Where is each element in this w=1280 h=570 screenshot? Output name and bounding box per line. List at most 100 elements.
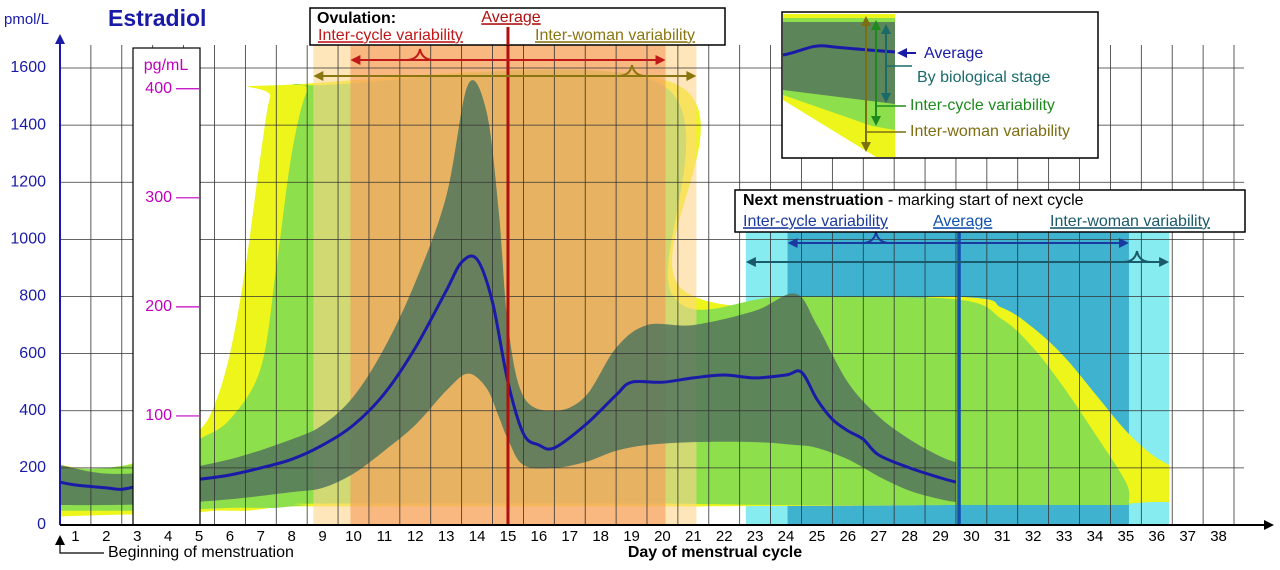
ovulation-box bbox=[309, 7, 726, 46]
x-tick-label: 25 bbox=[809, 528, 826, 545]
ovulation-inter-cycle-label: Inter-cycle variability bbox=[318, 27, 463, 44]
y-tick-label: 1400 bbox=[10, 116, 46, 133]
x-tick-label: 24 bbox=[778, 528, 795, 545]
x-tick-label: 18 bbox=[592, 528, 609, 545]
chart-title: Estradiol bbox=[108, 5, 206, 31]
variability-band bbox=[60, 80, 956, 506]
x-tick-label: 4 bbox=[164, 528, 172, 545]
average-line bbox=[59, 254, 957, 491]
arrow-head bbox=[861, 142, 871, 152]
x-tick-label: 13 bbox=[438, 528, 455, 545]
x-tick-label: 14 bbox=[469, 528, 486, 545]
menstruation-box bbox=[734, 189, 1246, 233]
x-tick-label: 9 bbox=[318, 528, 326, 545]
y-tick-label: 600 bbox=[19, 345, 46, 362]
menstruation-average-label: Average bbox=[933, 213, 992, 230]
legend-line bbox=[782, 44, 896, 57]
menstruation-inter-woman-label: Inter-woman variability bbox=[1050, 213, 1210, 230]
arrow-head bbox=[1159, 257, 1170, 267]
front-layer: 1 2 3 4 5 6 7 8 9 10 11 12 13 14 15 16 17 18 19 20 21 22 23 24 2… bbox=[10, 7, 1274, 554]
start-label: Beginning of menstruation bbox=[108, 544, 294, 561]
y-tick-label: 800 bbox=[19, 288, 46, 305]
y-axis-label: pmol/L bbox=[4, 11, 49, 28]
arrow-head bbox=[350, 55, 361, 65]
x-tick-label: 3 bbox=[133, 528, 141, 545]
arrow-head bbox=[861, 16, 871, 26]
x-tick-label: 19 bbox=[623, 528, 640, 545]
start-pointer bbox=[59, 543, 104, 554]
x-tick-label: 11 bbox=[377, 528, 393, 545]
x-tick-label: 8 bbox=[288, 528, 296, 545]
arrow-head bbox=[787, 238, 798, 248]
legend-label: Average bbox=[924, 45, 983, 62]
x-tick-label: 2 bbox=[102, 528, 110, 545]
arrow-head bbox=[897, 48, 907, 58]
x-tick-label: 10 bbox=[345, 528, 362, 545]
x-tick-label: 17 bbox=[561, 528, 578, 545]
y-tick-label: 1200 bbox=[10, 173, 46, 190]
x-tick-label: 21 bbox=[685, 528, 702, 545]
legend-swatch bbox=[783, 22, 895, 104]
arrow-head bbox=[881, 24, 891, 34]
arrow-head bbox=[55, 34, 65, 44]
legend-label: By biological stage bbox=[917, 69, 1051, 86]
menstruation-subtitle: - marking start of next cycle bbox=[883, 192, 1083, 209]
y2-tick-label: 300 bbox=[145, 189, 172, 206]
ovulation-average-label: Average bbox=[481, 9, 540, 26]
x-axis-label: Day of menstrual cycle bbox=[628, 544, 802, 561]
ovulation-box-bg bbox=[311, 9, 724, 44]
x-tick-label: 36 bbox=[1148, 528, 1165, 545]
arrow-head bbox=[881, 93, 891, 103]
arrow-head bbox=[686, 71, 697, 81]
x-tick-label: 30 bbox=[963, 528, 980, 545]
y-tick-label: 200 bbox=[19, 459, 46, 476]
y-tick-label: 0 bbox=[37, 516, 46, 533]
brace bbox=[1122, 250, 1152, 263]
x-tick-label: 31 bbox=[994, 528, 1011, 545]
x-tick-label: 5 bbox=[195, 528, 203, 545]
x-tick-label: 6 bbox=[226, 528, 234, 545]
brace bbox=[405, 48, 435, 61]
x-tick-label: 33 bbox=[1056, 528, 1073, 545]
y-tick-label: 1600 bbox=[10, 59, 46, 76]
ovulation-title: Ovulation: bbox=[317, 10, 396, 27]
x-tick-label: 35 bbox=[1118, 528, 1135, 545]
arrow-head bbox=[1118, 238, 1129, 248]
y2-axis-label: pg/mL bbox=[144, 57, 189, 74]
arrow-head bbox=[655, 55, 666, 65]
menstruation-inter-cycle-label: Inter-cycle variability bbox=[743, 213, 888, 230]
x-tick-label: 37 bbox=[1179, 528, 1196, 545]
arrow-head bbox=[871, 116, 881, 126]
y2-tick-label: 100 bbox=[145, 407, 172, 424]
x-tick-label: 28 bbox=[901, 528, 918, 545]
x-tick-label: 1 bbox=[71, 528, 79, 545]
arrow-head bbox=[871, 20, 881, 30]
y-tick-label: 1000 bbox=[10, 231, 46, 248]
y-tick-label: 400 bbox=[19, 402, 46, 419]
x-tick-label: 23 bbox=[747, 528, 764, 545]
x-tick-label: 38 bbox=[1210, 528, 1227, 545]
grid-layer bbox=[60, 45, 1244, 526]
x-tick-label: 32 bbox=[1025, 528, 1042, 545]
arrow-head bbox=[313, 71, 324, 81]
x-tick-label: 15 bbox=[500, 528, 517, 545]
arrow-head bbox=[745, 257, 756, 267]
arrow-head bbox=[1264, 520, 1274, 530]
x-tick-label: 12 bbox=[407, 528, 424, 545]
x-tick-label: 22 bbox=[716, 528, 733, 545]
brace bbox=[617, 64, 647, 77]
legend-label: Inter-woman variability bbox=[910, 123, 1070, 140]
x-tick-label: 34 bbox=[1087, 528, 1104, 545]
menstruation-heading: Next menstruation - marking start of nex… bbox=[743, 192, 1084, 209]
x-tick-label: 29 bbox=[932, 528, 949, 545]
x-tick-label: 20 bbox=[654, 528, 671, 545]
ovulation-inter-woman-label: Inter-woman variability bbox=[535, 27, 695, 44]
x-tick-label: 16 bbox=[531, 528, 548, 545]
legend-label: Inter-cycle variability bbox=[910, 97, 1055, 114]
y2-tick-label: 200 bbox=[145, 298, 172, 315]
menstruation-title: Next menstruation bbox=[743, 192, 883, 209]
y2-tick-label: 400 bbox=[145, 80, 172, 97]
secondary-axis-box bbox=[132, 47, 201, 526]
x-tick-label: 27 bbox=[870, 528, 887, 545]
